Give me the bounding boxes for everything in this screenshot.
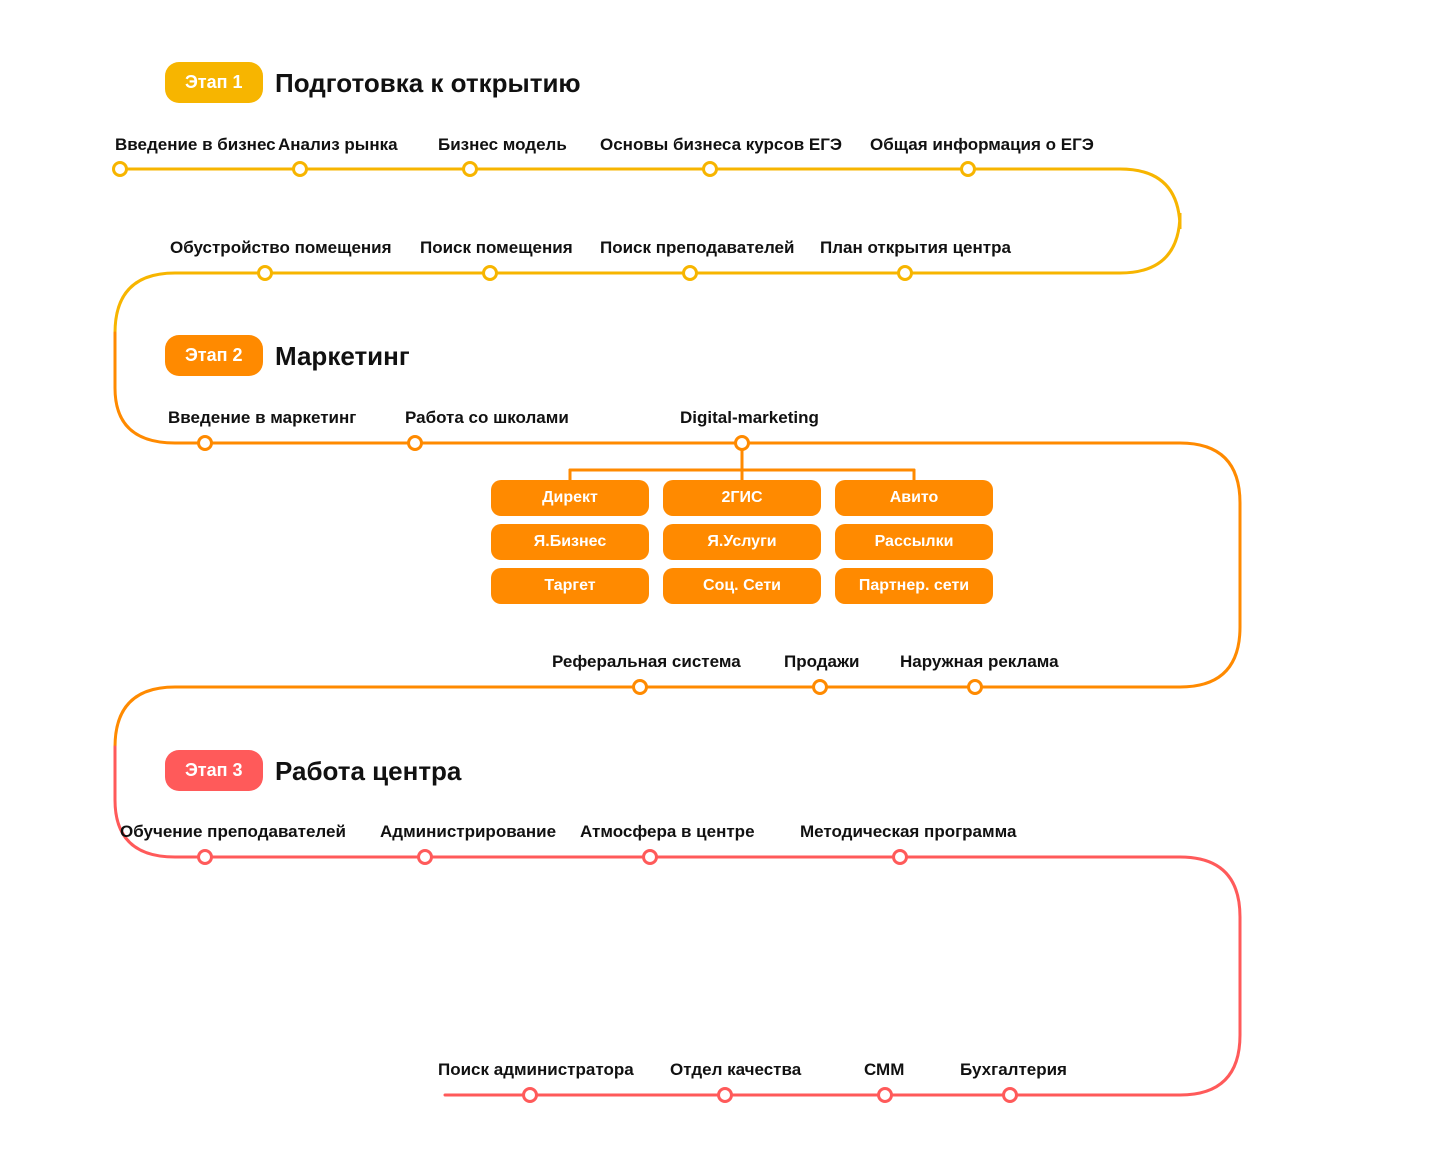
node-label: Общая информация о ЕГЭ (870, 135, 1094, 155)
timeline-node (682, 265, 698, 281)
timeline-node (407, 435, 423, 451)
timeline-node (967, 679, 983, 695)
node-label: Обустройство помещения (170, 238, 392, 258)
timeline-node (112, 161, 128, 177)
timeline-node (462, 161, 478, 177)
node-label: Поиск администратора (438, 1060, 634, 1080)
node-label: СММ (864, 1060, 904, 1080)
node-label: Бухгалтерия (960, 1060, 1067, 1080)
timeline-node (417, 849, 433, 865)
stage-badge: Этап 2 (165, 335, 263, 376)
node-label: Введение в маркетинг (168, 408, 356, 428)
timeline-node (1002, 1087, 1018, 1103)
timeline-node (717, 1087, 733, 1103)
timeline-node (897, 265, 913, 281)
digital-pill: Соц. Сети (663, 568, 821, 604)
stage-badge: Этап 1 (165, 62, 263, 103)
node-label: Поиск помещения (420, 238, 573, 258)
timeline-node (642, 849, 658, 865)
stage-badge: Этап 3 (165, 750, 263, 791)
timeline-node (197, 849, 213, 865)
node-label: Атмосфера в центре (580, 822, 755, 842)
timeline-node (877, 1087, 893, 1103)
timeline-node (702, 161, 718, 177)
timeline-node (257, 265, 273, 281)
node-label: Обучение преподавателей (120, 822, 346, 842)
node-label: Основы бизнеса курсов ЕГЭ (600, 135, 842, 155)
digital-pill: Партнер. сети (835, 568, 993, 604)
timeline-node (482, 265, 498, 281)
node-label: Бизнес модель (438, 135, 567, 155)
digital-pill: Авито (835, 480, 993, 516)
node-label: Отдел качества (670, 1060, 801, 1080)
timeline-node (960, 161, 976, 177)
digital-pill: Я.Услуги (663, 524, 821, 560)
stage-title: Работа центра (275, 756, 461, 787)
digital-pill: Я.Бизнес (491, 524, 649, 560)
node-label: Наружная реклама (900, 652, 1059, 672)
digital-pill: Рассылки (835, 524, 993, 560)
node-label: План открытия центра (820, 238, 1011, 258)
digital-pill: Директ (491, 480, 649, 516)
timeline-node (812, 679, 828, 695)
timeline-node (892, 849, 908, 865)
stage-title: Подготовка к открытию (275, 68, 581, 99)
digital-pill: 2ГИС (663, 480, 821, 516)
node-label: Введение в бизнес (115, 135, 276, 155)
node-label: Поиск преподавателей (600, 238, 794, 258)
node-label: Продажи (784, 652, 860, 672)
node-label: Реферальная система (552, 652, 741, 672)
timeline-node (632, 679, 648, 695)
node-label: Digital-marketing (680, 408, 819, 428)
node-label: Методическая программа (800, 822, 1016, 842)
timeline-node (734, 435, 750, 451)
digital-pill: Таргет (491, 568, 649, 604)
node-label: Работа со школами (405, 408, 569, 428)
timeline-node (292, 161, 308, 177)
timeline-node (197, 435, 213, 451)
timeline-node (522, 1087, 538, 1103)
node-label: Анализ рынка (278, 135, 398, 155)
node-label: Администрирование (380, 822, 556, 842)
roadmap-canvas: Этап 1 Подготовка к открытию Введение в би… (0, 0, 1440, 1163)
stage-title: Маркетинг (275, 341, 410, 372)
